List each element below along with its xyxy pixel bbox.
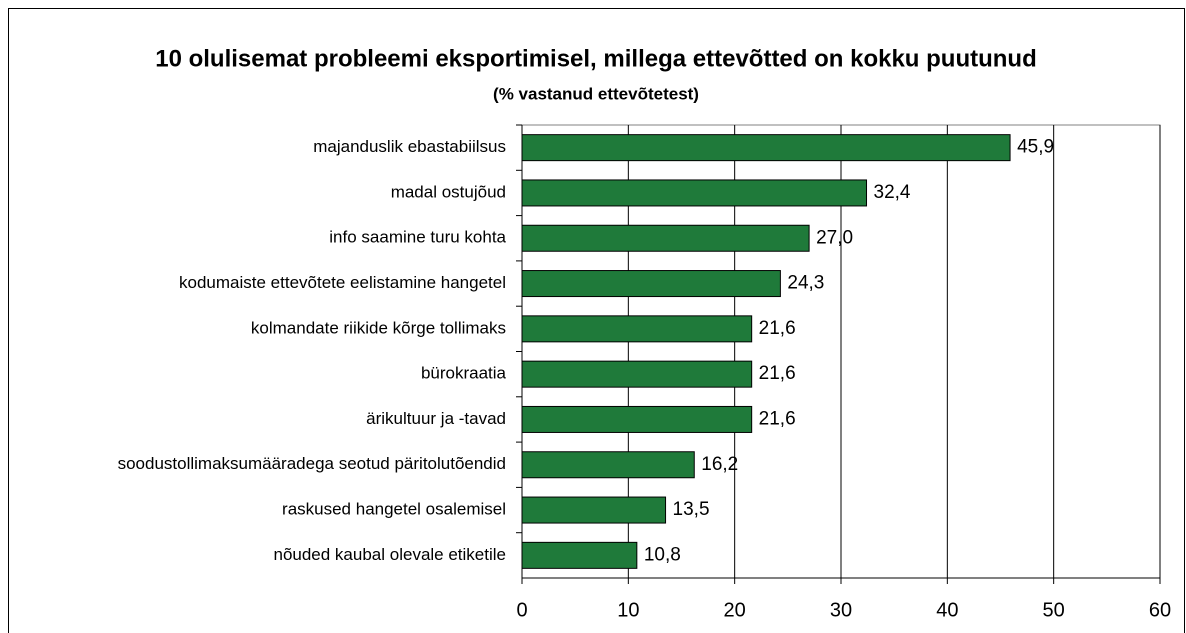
bar (521, 315, 753, 343)
data-label: 32,4 (874, 182, 911, 203)
x-tick-label: 60 (1149, 599, 1171, 621)
bar (521, 134, 1011, 162)
bar (521, 541, 638, 569)
bar (521, 451, 695, 479)
data-label: 45,9 (1017, 137, 1054, 158)
x-tick-label: 10 (617, 599, 639, 621)
y-tick-label: soodustollimaksumääradega seotud päritol… (118, 454, 506, 473)
bar (521, 496, 667, 524)
y-tick-label: info saamine turu kohta (329, 228, 506, 247)
data-label: 21,6 (759, 363, 796, 384)
y-tick-label: ärikultuur ja -tavad (366, 409, 506, 428)
x-tick-label: 30 (830, 599, 852, 621)
data-label: 21,6 (759, 408, 796, 429)
x-tick-label: 20 (724, 599, 746, 621)
y-tick-label: madal ostujõud (391, 182, 506, 201)
bar (521, 360, 753, 388)
y-tick-label: majanduslik ebastabiilsus (313, 137, 506, 156)
y-tick-label: raskused hangetel osalemisel (282, 500, 506, 519)
data-label: 13,5 (673, 499, 710, 520)
chart-title: 10 olulisemat probleemi eksportimisel, m… (155, 45, 1037, 72)
bar (521, 270, 781, 298)
data-label: 27,0 (816, 227, 853, 248)
bar (521, 179, 868, 207)
data-label: 24,3 (787, 273, 824, 294)
y-tick-label: kodumaiste ettevõtete eelistamine hanget… (179, 273, 506, 292)
bar (521, 224, 810, 252)
y-tick-label: kolmandate riikide kõrge tollimaks (251, 318, 506, 337)
x-tick-label: 50 (1043, 599, 1065, 621)
y-tick-label: bürokraatia (421, 364, 507, 383)
data-label: 21,6 (759, 318, 796, 339)
data-label: 10,8 (644, 544, 681, 565)
x-tick-label: 0 (516, 599, 527, 621)
bar (521, 405, 753, 433)
data-label: 16,2 (701, 454, 738, 475)
x-tick-label: 40 (936, 599, 958, 621)
chart-subtitle: (% vastanud ettevõtetest) (493, 84, 699, 103)
y-tick-label: nõuded kaubal olevale etiketile (273, 545, 506, 564)
